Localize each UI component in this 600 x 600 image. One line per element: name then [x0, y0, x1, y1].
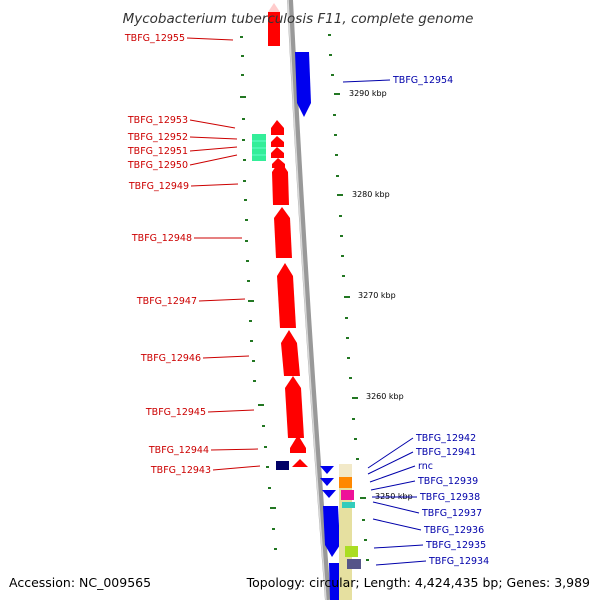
gene-label-right: TBFG_12939 [417, 476, 478, 487]
gene-label-right: TBFG_12938 [419, 492, 480, 503]
gene-label-right: TBFG_12954 [392, 75, 453, 86]
gene-label-left: TBFG_12952 [127, 132, 188, 143]
gene-arrow-TBFG_12951 [271, 147, 284, 158]
gene-label-left: TBFG_12946 [140, 353, 201, 364]
gene-label-right: TBFG_12934 [428, 556, 489, 567]
gene-block-navy [276, 461, 289, 470]
genome-title: Mycobacterium tuberculosis F11, complete… [123, 11, 474, 27]
gene-arrow-TBFG_12946 [281, 330, 300, 376]
gene-arrow-TBFG_12943 [292, 459, 308, 467]
gene-label-left: TBFG_12951 [127, 146, 188, 157]
forward-genes [268, 3, 308, 467]
genome-backbone-highlight [287, 0, 327, 600]
gene-arrow-TBFG_12949 [272, 160, 289, 205]
gene-label-right: TBFG_12941 [415, 447, 476, 458]
accession-text: Accession: NC_009565 [9, 575, 151, 590]
gene-label-left: TBFG_12948 [131, 233, 192, 244]
inner-scale-dots [328, 34, 369, 561]
gene-label-left: TBFG_12950 [127, 160, 188, 171]
scale-label: 3270 kbp [358, 291, 396, 300]
gene-label-left: TBFG_12943 [150, 465, 211, 476]
gene-arrow-TBFG_12955 [268, 12, 280, 46]
gene-arrow-TBFG_12947 [277, 263, 296, 328]
gene-label-right: TBFG_12936 [423, 525, 484, 536]
scale-label: 3260 kbp [366, 392, 404, 401]
outer-scale-dots [240, 36, 277, 550]
gene-arrow-TBFG_12952 [271, 136, 284, 147]
gene-arrow-TBFG_12954 [295, 52, 311, 117]
gene-label-left: TBFG_12947 [136, 296, 197, 307]
gene-label-left: TBFG_12945 [145, 407, 206, 418]
topology-text: Topology: circular; Length: 4,424,435 bp… [246, 575, 590, 590]
reverse-gene-labels [342, 79, 427, 566]
gene-label-left: TBFG_12944 [148, 445, 209, 456]
genome-backbone [287, 0, 331, 600]
gene-label-right: TBFG_12937 [421, 508, 482, 519]
gene-arrow-TBFG_12945 [285, 376, 304, 438]
forward-gene-labels [186, 37, 261, 471]
gene-arrow-TBFG_12953 [271, 120, 284, 135]
gene-label-right: rnc [418, 461, 433, 472]
scale-label: 3290 kbp [349, 89, 387, 98]
gene-label-left: TBFG_12953 [127, 115, 188, 126]
scale-label: 3280 kbp [352, 190, 390, 199]
feature-column [339, 464, 361, 600]
gene-label-left: TBFG_12955 [124, 33, 185, 44]
gene-label-right: TBFG_12935 [425, 540, 486, 551]
gene-label-left: TBFG_12949 [128, 181, 189, 192]
gene-arrow-TBFG_12948 [274, 207, 292, 258]
gene-label-right: TBFG_12942 [415, 433, 476, 444]
gene-arrow-TBFG_12944 [290, 435, 306, 453]
